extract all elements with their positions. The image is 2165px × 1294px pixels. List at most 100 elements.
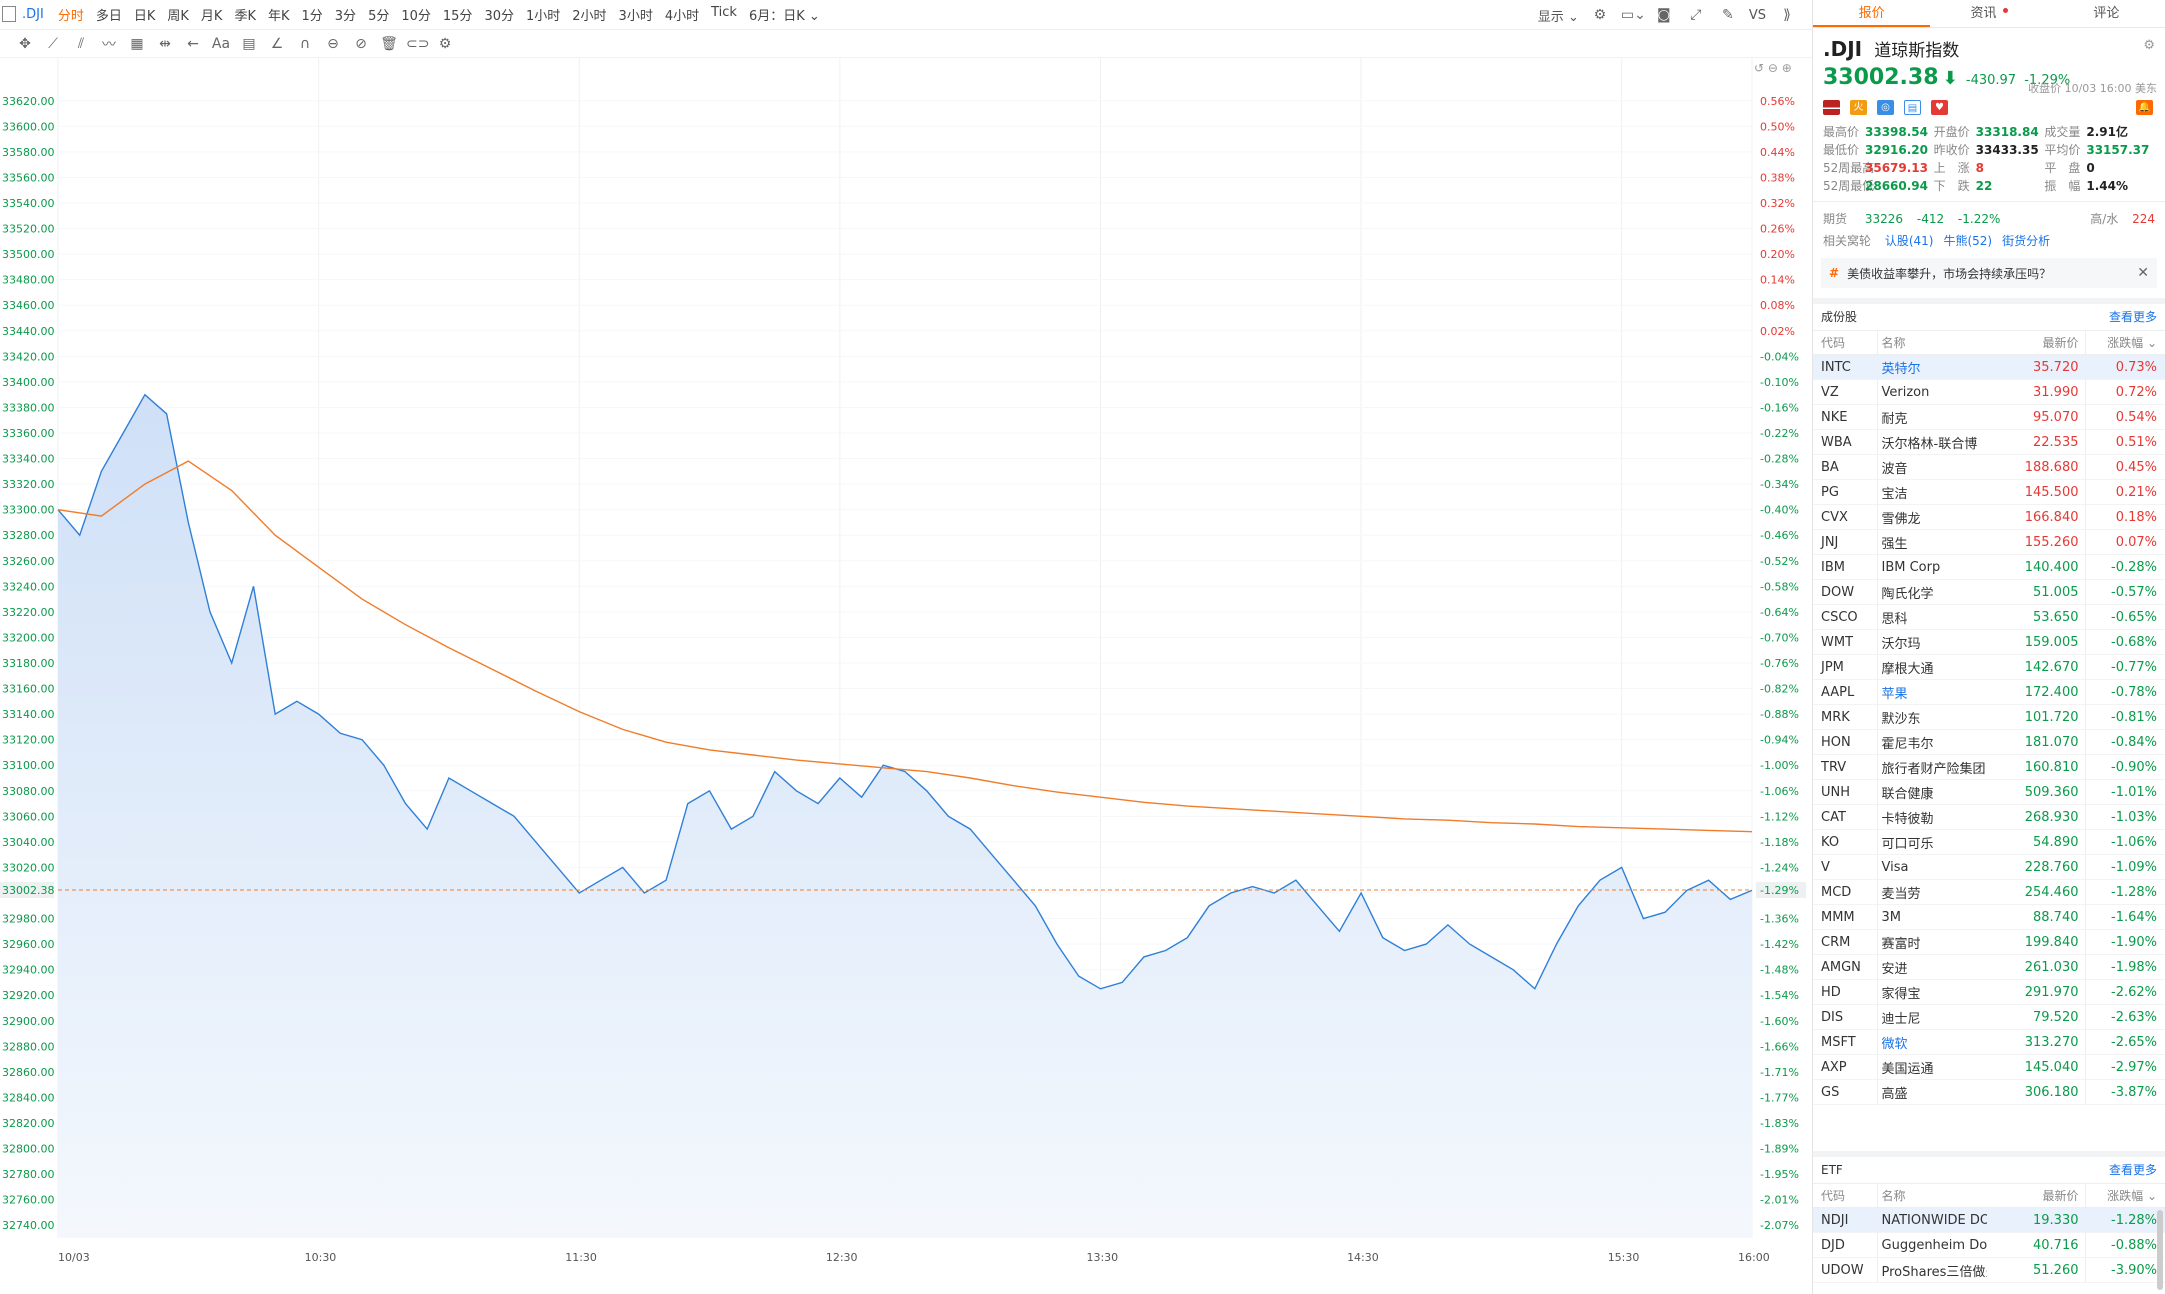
table-row[interactable]: HD 家得宝 291.970 -2.62%: [1813, 979, 2165, 1005]
table-row[interactable]: UNH 联合健康 509.360 -1.01%: [1813, 779, 2165, 805]
table-row[interactable]: HON 霍尼韦尔 181.070 -0.84%: [1813, 729, 2165, 755]
timeframe-tab[interactable]: 季K: [234, 9, 256, 24]
table-row[interactable]: CSCO 思科 53.650 -0.65%: [1813, 604, 2165, 630]
timeframe-tab[interactable]: 月K: [200, 9, 223, 24]
constituents-more-link[interactable]: 查看更多: [2108, 310, 2157, 324]
average-line[interactable]: [57, 460, 1753, 833]
timeframe-tab[interactable]: 3小时: [618, 9, 653, 24]
timeframe-tab[interactable]: 1小时: [525, 9, 561, 24]
table-row[interactable]: DJD Guggenheim Dow 40.716 -0.88%: [1813, 1232, 2165, 1258]
related-link[interactable]: 认股(41): [1884, 234, 1934, 248]
trash-icon[interactable]: 🗑: [380, 35, 398, 52]
text-icon[interactable]: Aa: [211, 35, 231, 52]
timeframe-tab[interactable]: 多日: [95, 9, 122, 24]
column-header[interactable]: 名称: [1876, 1183, 1987, 1208]
range-icon[interactable]: ⇹: [159, 35, 171, 52]
intraday-chart[interactable]: 10/03 10:30 11:30 12:30 13:30 14:30 15:30 16:00…: [0, 58, 1812, 1294]
news-text[interactable]: 美债收益率攀升，市场会持续承压吗？: [1847, 266, 2052, 281]
panel-toggle-icon[interactable]: [2, 6, 16, 22]
timeframe-tab[interactable]: Tick: [711, 5, 737, 20]
hot-icon[interactable]: 火: [1850, 100, 1867, 115]
timeframe-tab[interactable]: 周K: [167, 9, 189, 24]
ruler-icon[interactable]: ∠: [270, 35, 284, 52]
table-row[interactable]: MMM 3M 88.740 -1.64%: [1813, 904, 2165, 930]
column-header[interactable]: 最新价: [1987, 330, 2085, 355]
table-row[interactable]: IBM IBM Corp 140.400 -0.28%: [1813, 554, 2165, 580]
table-row[interactable]: KO 可口可乐 54.890 -1.06%: [1813, 829, 2165, 855]
related-link[interactable]: 街货分析: [2002, 234, 2051, 248]
reset-zoom-icon[interactable]: ↺ ⊖ ⊕: [1754, 61, 1792, 75]
table-row[interactable]: MRK 默沙东 101.720 -0.81%: [1813, 704, 2165, 730]
table-row[interactable]: WBA 沃尔格林-联合博 22.535 0.51%: [1813, 429, 2165, 455]
panel-scrollbar[interactable]: [2157, 1210, 2163, 1290]
table-row[interactable]: AMGN 安进 261.030 -1.98%: [1813, 954, 2165, 980]
table-row[interactable]: JPM 摩根大通 142.670 -0.77%: [1813, 654, 2165, 680]
display-dropdown[interactable]: 显示 ⌄: [1537, 9, 1579, 25]
table-row[interactable]: TRV 旅行者财产险集团 160.810 -0.90%: [1813, 754, 2165, 780]
timeframe-tab[interactable]: 10分: [401, 9, 431, 24]
wave-icon[interactable]: 〰: [102, 36, 116, 53]
collapse-icon[interactable]: ⟫: [1783, 7, 1791, 23]
fullscreen-icon[interactable]: ⤢: [1690, 7, 1702, 23]
adjust-dropdown[interactable]: 6月：日K ⌄: [748, 9, 820, 24]
table-row[interactable]: NKE 耐克 95.070 0.54%: [1813, 404, 2165, 430]
table-row[interactable]: CVX 雪佛龙 166.840 0.18%: [1813, 504, 2165, 530]
table-row[interactable]: AAPL 苹果 172.400 -0.78%: [1813, 679, 2165, 705]
favorite-icon[interactable]: ♥: [1931, 100, 1948, 115]
quote-settings-icon[interactable]: ⚙: [2143, 38, 2155, 53]
table-row[interactable]: VZ Verizon 31.990 0.72%: [1813, 379, 2165, 405]
table-row[interactable]: JNJ 强生 155.260 0.07%: [1813, 529, 2165, 555]
arrow-icon[interactable]: ←: [187, 35, 199, 52]
timeframe-tab[interactable]: 30分: [484, 9, 514, 24]
column-header[interactable]: 代码: [1813, 1183, 1877, 1208]
column-header[interactable]: 涨跌幅 ⌄: [2084, 330, 2165, 355]
alert-icon[interactable]: 🔔: [2136, 100, 2153, 115]
table-row[interactable]: PG 宝洁 145.500 0.21%: [1813, 479, 2165, 505]
table-row[interactable]: CAT 卡特彼勒 268.930 -1.03%: [1813, 804, 2165, 830]
camera-icon[interactable]: ◙: [1657, 7, 1671, 23]
draw-icon[interactable]: ✎: [1721, 7, 1734, 23]
lock-icon[interactable]: ⊖: [327, 35, 339, 52]
news-banner[interactable]: # 美债收益率攀升，市场会持续承压吗？ ✕: [1821, 258, 2157, 288]
compare-button[interactable]: VS: [1748, 7, 1766, 23]
timeframe-tab[interactable]: 3分: [334, 9, 357, 24]
timeframe-tab[interactable]: 分时: [57, 9, 84, 24]
timeframe-tab[interactable]: 5分: [368, 9, 390, 24]
settings-icon[interactable]: ⚙: [1593, 7, 1607, 23]
table-row[interactable]: MCD 麦当劳 254.460 -1.28%: [1813, 879, 2165, 905]
table-row[interactable]: INTC 英特尔 35.720 0.73%: [1813, 354, 2165, 380]
draw-settings-icon[interactable]: ⚙: [438, 35, 452, 52]
column-header[interactable]: 名称: [1876, 330, 1987, 355]
price-line[interactable]: [57, 393, 1753, 990]
table-row[interactable]: WMT 沃尔玛 159.005 -0.68%: [1813, 629, 2165, 655]
table-row[interactable]: UDOW ProShares三倍做多 51.260 -3.90%: [1813, 1257, 2165, 1283]
magnet-icon[interactable]: ∩: [299, 35, 311, 52]
link-icon[interactable]: ⊂⊃: [406, 35, 430, 52]
crosshair-icon[interactable]: ✥: [19, 35, 31, 52]
chart-badge-icon[interactable]: ◎: [1877, 100, 1894, 115]
timeframe-tab[interactable]: 1分: [301, 9, 323, 24]
close-icon[interactable]: ✕: [2137, 265, 2149, 281]
column-header[interactable]: 代码: [1813, 330, 1877, 355]
timeframe-tab[interactable]: 15分: [442, 9, 473, 24]
trend-line-icon[interactable]: ⟋: [48, 35, 58, 52]
related-link[interactable]: 牛熊(52): [1943, 234, 1993, 248]
table-row[interactable]: DIS 迪士尼 79.520 -2.63%: [1813, 1004, 2165, 1030]
table-row[interactable]: V Visa 228.760 -1.09%: [1813, 854, 2165, 880]
table-row[interactable]: AXP 美国运通 145.040 -2.97%: [1813, 1054, 2165, 1080]
timeframe-tab[interactable]: 日K: [133, 9, 156, 24]
table-row[interactable]: GS 高盛 306.180 -3.87%: [1813, 1079, 2165, 1105]
note-icon[interactable]: ▤: [242, 35, 256, 52]
chart-canvas[interactable]: 10/03 10:30 11:30 12:30 13:30 14:30 15:30 16:00…: [0, 58, 1812, 1294]
channel-icon[interactable]: ⫽: [77, 35, 85, 52]
table-row[interactable]: DOW 陶氏化学 51.005 -0.57%: [1813, 579, 2165, 605]
timeframe-tab[interactable]: 年K: [267, 9, 290, 24]
chart-symbol[interactable]: .DJI: [22, 7, 44, 22]
column-header[interactable]: 最新价: [1987, 1183, 2085, 1208]
panel-tab[interactable]: 资讯: [1930, 0, 2047, 27]
timeframe-tab[interactable]: 2小时: [572, 9, 607, 24]
layout-icon[interactable]: ▭⌄: [1620, 7, 1646, 23]
measure-icon[interactable]: ▦: [130, 35, 144, 52]
table-row[interactable]: MSFT 微软 313.270 -2.65%: [1813, 1029, 2165, 1055]
etf-more-link[interactable]: 查看更多: [2108, 1163, 2157, 1177]
